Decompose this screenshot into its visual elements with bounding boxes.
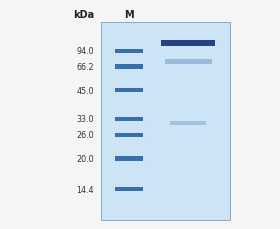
FancyBboxPatch shape [101,23,230,220]
Text: 26.0: 26.0 [76,131,94,140]
Text: M: M [124,10,134,20]
FancyBboxPatch shape [115,187,143,191]
Text: 94.0: 94.0 [76,47,94,56]
FancyBboxPatch shape [165,60,212,64]
Text: 33.0: 33.0 [76,115,94,124]
FancyBboxPatch shape [115,89,143,93]
FancyBboxPatch shape [115,157,143,161]
FancyBboxPatch shape [115,117,143,122]
Text: 14.4: 14.4 [76,185,94,194]
FancyBboxPatch shape [115,65,143,69]
Text: 20.0: 20.0 [76,154,94,163]
Text: kDa: kDa [73,10,94,20]
FancyBboxPatch shape [115,49,143,54]
Text: 45.0: 45.0 [76,86,94,95]
FancyBboxPatch shape [161,41,215,47]
FancyBboxPatch shape [170,122,206,125]
FancyBboxPatch shape [115,133,143,137]
Text: 66.2: 66.2 [76,63,94,72]
